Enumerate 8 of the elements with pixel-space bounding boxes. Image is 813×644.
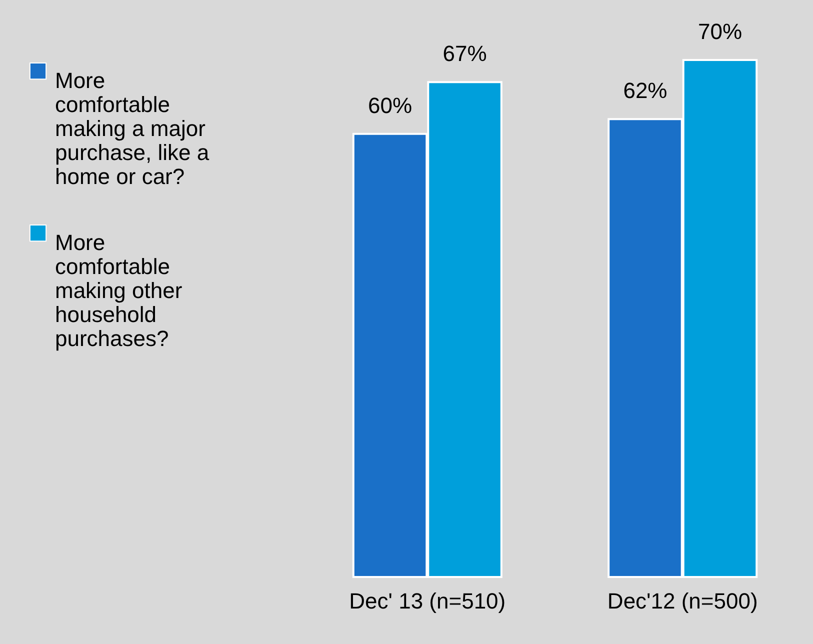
legend-label: More comfortable making a major purchase, like a home or car? (55, 68, 210, 189)
x-tick-label: Dec'12 (n=500) (607, 588, 758, 614)
data-label: 60% (368, 92, 412, 118)
data-label: 67% (442, 41, 487, 66)
x-tick-label: Dec' 13 (n=510) (349, 588, 506, 614)
data-label: 70% (698, 19, 742, 44)
legend-label: More comfortable making other household purchases? (55, 230, 182, 351)
data-label: 62% (623, 78, 668, 104)
